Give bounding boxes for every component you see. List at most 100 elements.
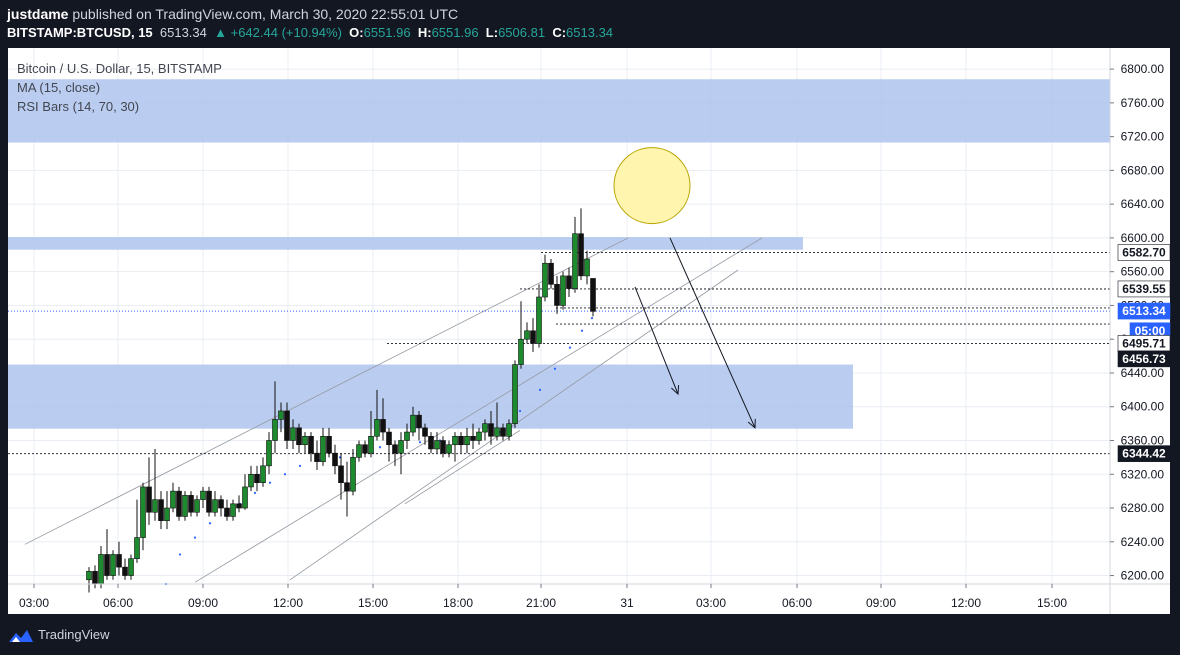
brand-name[interactable]: TradingView — [38, 627, 110, 642]
supply-demand-zone — [8, 79, 1110, 143]
candle-up — [302, 435, 308, 446]
x-tick-label: 12:00 — [951, 596, 981, 610]
candle-down — [92, 571, 98, 585]
candle-up — [476, 431, 482, 441]
published-text: published on TradingView.com, March 30, … — [68, 6, 459, 22]
y-tick-label: 6200.00 — [1121, 569, 1165, 583]
price-label: 6539.55 — [1122, 282, 1166, 296]
price-label-box — [1117, 350, 1171, 368]
y-tick-label: 6560.00 — [1121, 265, 1165, 279]
ma-point — [208, 522, 212, 525]
ma-point — [518, 409, 522, 413]
x-tick-label: 15:00 — [1037, 596, 1067, 610]
candle-down — [116, 554, 122, 568]
y-tick-label: 6800.00 — [1121, 62, 1165, 76]
candle-down — [554, 284, 560, 306]
candle-down — [176, 490, 182, 517]
y-tick-label: 6240.00 — [1121, 535, 1165, 549]
supply-demand-zone — [8, 364, 853, 429]
candle-up — [110, 554, 116, 576]
candle-down — [206, 490, 212, 513]
x-tick-label: 06:00 — [103, 596, 133, 610]
y-tick-label: 6640.00 — [1121, 197, 1165, 211]
price-label: 6344.42 — [1122, 447, 1166, 461]
chart-legend: Bitcoin / U.S. Dollar, 15, BITSTAMP MA (… — [17, 59, 222, 116]
candle-up — [410, 414, 416, 433]
legend-rsi[interactable]: RSI Bars (14, 70, 30) — [17, 99, 140, 114]
ma-point — [193, 536, 197, 539]
candle-down — [566, 275, 572, 289]
high-value: 6551.96 — [431, 25, 479, 40]
supply-demand-zone — [8, 237, 803, 250]
candle-up — [242, 486, 248, 509]
chart-area[interactable]: 6200.00 6240.00 6280.00 6320.00 6360.00 6400.… — [0, 46, 1180, 616]
x-tick-label: 18:00 — [443, 596, 473, 610]
candle-down — [338, 465, 344, 484]
ma-point — [538, 388, 542, 391]
open-label: O: — [349, 25, 364, 40]
close-value: 6513.34 — [566, 25, 614, 40]
price-label-box — [1117, 244, 1171, 261]
ma-point — [268, 481, 272, 484]
x-tick-label: 31 — [620, 596, 634, 610]
ma-point — [378, 446, 382, 449]
candle-up — [86, 571, 92, 581]
candle-up — [356, 444, 362, 458]
candle-up — [248, 473, 254, 488]
price-chart[interactable]: 6200.00 6240.00 6280.00 6320.00 6360.00 6400.… — [0, 46, 1180, 616]
candle-up — [140, 486, 146, 538]
candle-down — [392, 444, 398, 454]
ma-point — [253, 491, 257, 494]
y-tick-label: 6680.00 — [1121, 163, 1165, 177]
x-tick-label: 21:00 — [526, 596, 556, 610]
low-value: 6506.81 — [498, 25, 546, 40]
legend-ma[interactable]: MA (15, close) — [17, 80, 101, 95]
ma-point — [418, 441, 422, 444]
candle-down — [296, 427, 302, 446]
candle-up — [536, 296, 542, 344]
arrow-shaft — [634, 286, 679, 395]
arrow-head — [671, 385, 680, 396]
ma-point — [283, 473, 287, 476]
candle-up — [542, 262, 548, 298]
trend-line — [194, 237, 763, 583]
candle-down — [254, 473, 260, 484]
candle-down — [458, 435, 464, 446]
price-label-box — [1117, 280, 1171, 298]
high-label: H: — [417, 25, 432, 40]
legend-title[interactable]: Bitcoin / U.S. Dollar, 15, BITSTAMP — [17, 61, 222, 76]
footer: TradingView — [0, 616, 1180, 655]
candle-up — [404, 431, 410, 441]
candle-down — [188, 495, 194, 513]
ma-point — [580, 329, 584, 332]
candle-up — [518, 338, 524, 365]
candle-up — [446, 444, 452, 454]
y-tick-label: 6400.00 — [1121, 400, 1165, 414]
candle-down — [236, 503, 242, 509]
candle-up — [320, 435, 326, 462]
candle-down — [284, 410, 290, 441]
candle-down — [218, 499, 224, 509]
candle-up — [272, 419, 278, 441]
candle-down — [158, 499, 164, 521]
candle-down — [122, 566, 128, 576]
arrow-shaft — [669, 237, 756, 429]
candle-down — [500, 427, 506, 437]
open-value: 6551.96 — [363, 25, 411, 40]
publish-info: justdame published on TradingView.com, M… — [7, 6, 458, 22]
candle-up — [524, 330, 530, 340]
author-name[interactable]: justdame — [7, 6, 69, 22]
tradingview-logo-icon[interactable] — [8, 628, 34, 644]
candle-up — [230, 503, 236, 517]
candle-up — [98, 554, 104, 585]
y-tick-label: 6360.00 — [1121, 434, 1165, 448]
ma-point — [590, 317, 594, 320]
candle-up — [368, 435, 374, 454]
x-tick-label: 09:00 — [188, 596, 218, 610]
y-tick-label: 6280.00 — [1121, 501, 1165, 515]
candle-down — [308, 435, 314, 454]
low-label: L: — [485, 25, 499, 40]
candle-down — [422, 427, 428, 437]
candle-down — [548, 262, 554, 285]
candle-up — [452, 435, 458, 446]
